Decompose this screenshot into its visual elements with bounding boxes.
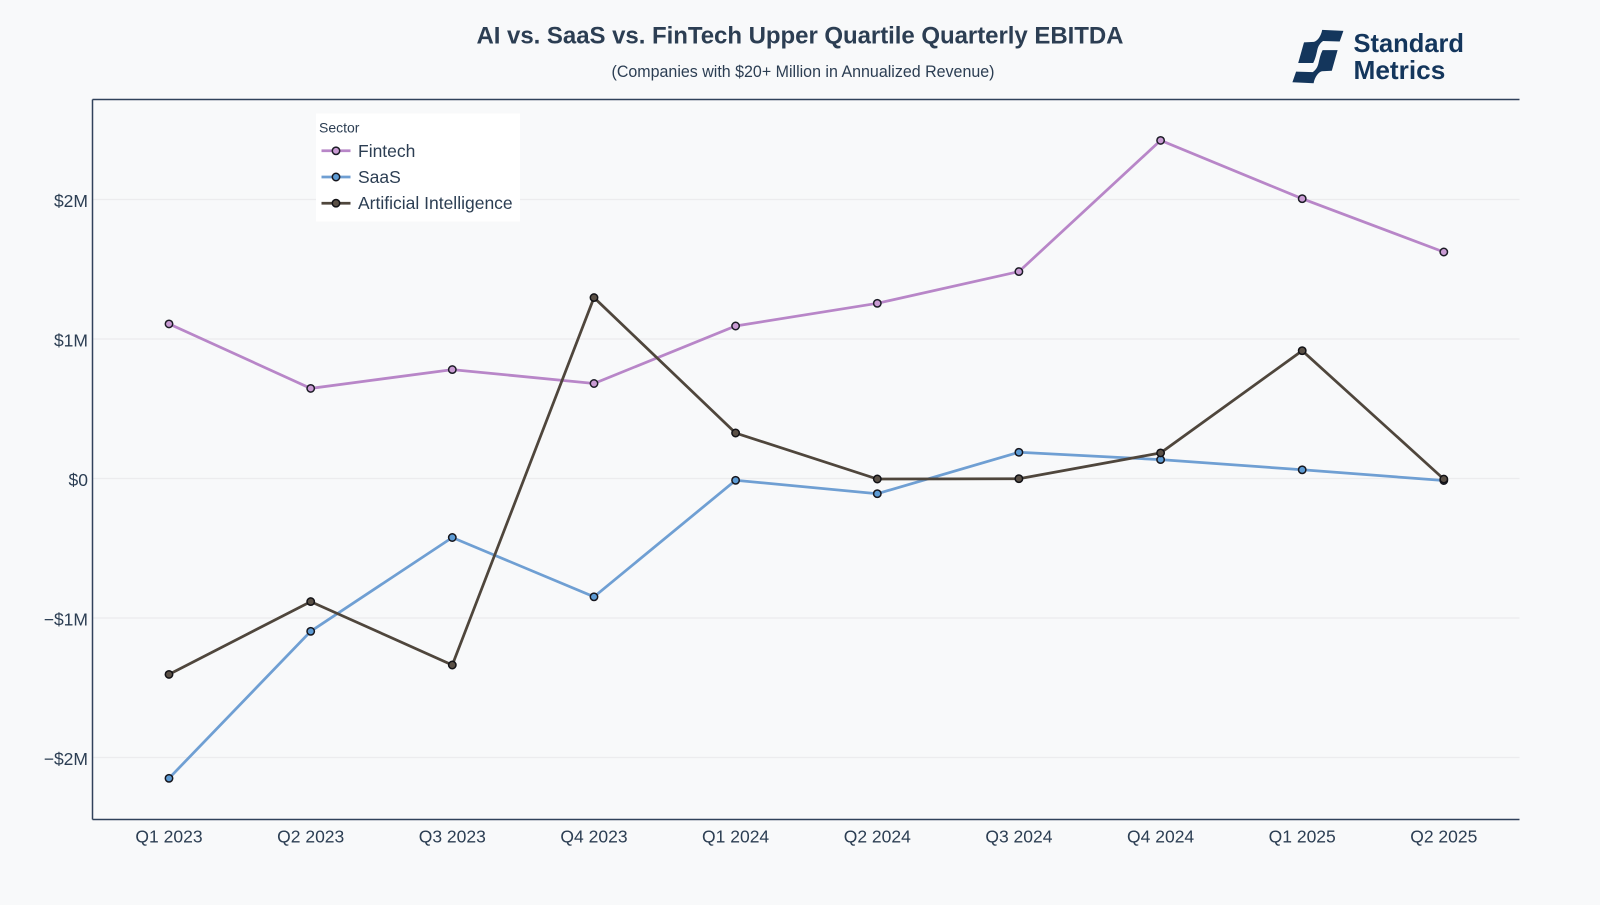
svg-text:Sector: Sector [319, 120, 360, 136]
svg-text:Metrics: Metrics [1354, 55, 1446, 85]
svg-text:Q2 2024: Q2 2024 [844, 827, 911, 847]
svg-text:Q4 2024: Q4 2024 [1127, 827, 1194, 847]
svg-text:Q3 2024: Q3 2024 [985, 827, 1052, 847]
svg-text:(Companies with $20+ Million i: (Companies with $20+ Million in Annualiz… [612, 62, 995, 81]
svg-text:Q4 2023: Q4 2023 [560, 827, 627, 847]
svg-text:Q1 2025: Q1 2025 [1269, 827, 1336, 847]
svg-text:Fintech: Fintech [358, 141, 415, 161]
svg-text:Q2 2023: Q2 2023 [277, 827, 344, 847]
svg-text:Q1 2023: Q1 2023 [135, 827, 202, 847]
svg-text:$2M: $2M [54, 191, 88, 211]
svg-text:Artificial Intelligence: Artificial Intelligence [358, 193, 513, 213]
svg-text:$1M: $1M [54, 331, 88, 351]
svg-text:$0: $0 [69, 470, 89, 490]
svg-text:Standard: Standard [1354, 28, 1465, 58]
svg-text:−$1M: −$1M [44, 610, 88, 630]
svg-text:AI vs. SaaS vs. FinTech Upper: AI vs. SaaS vs. FinTech Upper Quartile Q… [477, 23, 1124, 50]
svg-text:−$2M: −$2M [44, 749, 88, 769]
svg-text:Q3 2023: Q3 2023 [419, 827, 486, 847]
svg-text:Q2 2025: Q2 2025 [1410, 827, 1477, 847]
svg-text:Q1 2024: Q1 2024 [702, 827, 769, 847]
svg-text:SaaS: SaaS [358, 167, 401, 187]
